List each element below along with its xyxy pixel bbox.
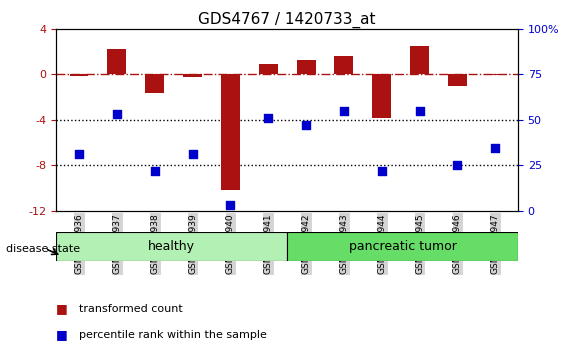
Text: disease state: disease state bbox=[6, 244, 80, 254]
Text: ■: ■ bbox=[56, 302, 68, 315]
Text: healthy: healthy bbox=[148, 240, 195, 253]
Bar bbox=[108, 49, 126, 74]
Bar bbox=[372, 74, 391, 118]
Text: percentile rank within the sample: percentile rank within the sample bbox=[79, 330, 267, 340]
Bar bbox=[145, 74, 164, 93]
Text: ■: ■ bbox=[56, 327, 68, 340]
Point bbox=[226, 202, 235, 208]
Bar bbox=[297, 60, 315, 74]
Point bbox=[415, 108, 424, 114]
FancyBboxPatch shape bbox=[287, 232, 518, 261]
Point bbox=[113, 111, 122, 117]
Text: pancreatic tumor: pancreatic tumor bbox=[348, 240, 457, 253]
Bar bbox=[410, 46, 429, 74]
Text: transformed count: transformed count bbox=[79, 304, 182, 314]
Bar bbox=[70, 74, 88, 76]
Bar bbox=[259, 64, 278, 74]
Point bbox=[491, 145, 500, 151]
Bar bbox=[183, 74, 202, 77]
Point bbox=[377, 168, 386, 174]
Bar bbox=[221, 74, 240, 190]
Point bbox=[339, 108, 348, 114]
Bar bbox=[486, 74, 504, 75]
Title: GDS4767 / 1420733_at: GDS4767 / 1420733_at bbox=[198, 12, 376, 28]
Bar bbox=[448, 74, 467, 86]
Point bbox=[150, 168, 159, 174]
Point bbox=[453, 162, 462, 168]
Point bbox=[263, 115, 272, 121]
Bar bbox=[334, 56, 354, 74]
Point bbox=[188, 151, 197, 157]
FancyBboxPatch shape bbox=[56, 232, 287, 261]
Point bbox=[74, 151, 83, 157]
Point bbox=[302, 123, 311, 129]
